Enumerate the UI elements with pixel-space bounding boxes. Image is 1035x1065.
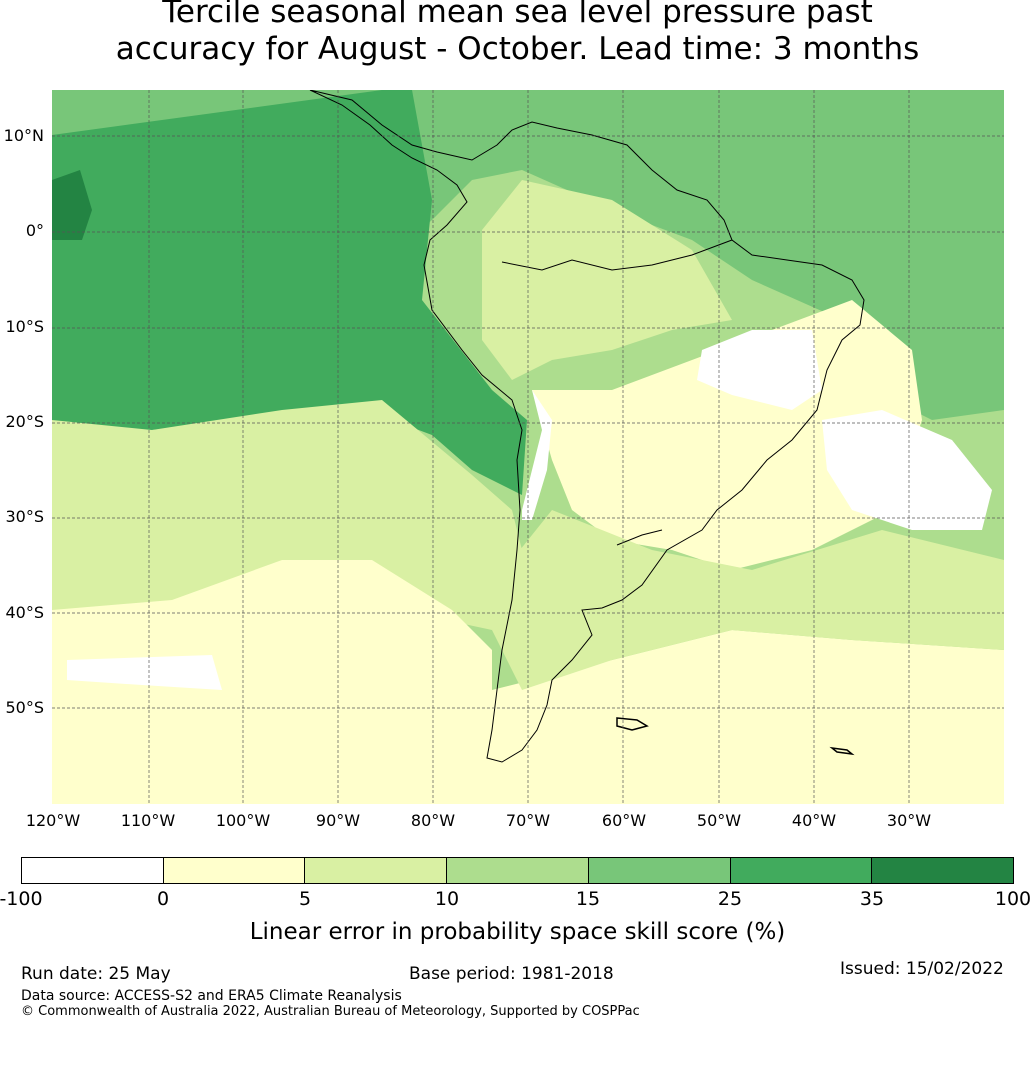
lon-label-80w: 80°W (410, 811, 456, 830)
data-source: Data source: ACCESS-S2 and ERA5 Climate … (21, 988, 402, 1004)
region-0-5-brazil (532, 300, 922, 570)
colorbar-tick-100: 100 (994, 888, 1032, 910)
copyright: © Commonwealth of Australia 2022, Austra… (21, 1004, 640, 1019)
region-5-10-amazon (482, 180, 732, 380)
colorbar (21, 857, 1014, 884)
lon-label-40w: 40°W (791, 811, 837, 830)
lon-label-60w: 60°W (601, 811, 647, 830)
issued-date: Issued: 15/02/2022 (840, 959, 1004, 979)
colorbar-tick-10: 10 (434, 888, 460, 910)
title-line-1: Tercile seasonal mean sea level pressure… (162, 0, 873, 30)
base-period: Base period: 1981-2018 (409, 964, 614, 984)
colorbar-segment-35-100 (872, 858, 1014, 883)
colorbar-segment-0-5 (163, 858, 306, 883)
graticule (52, 90, 1004, 804)
region-5-10-south-pacific (52, 400, 522, 630)
colorbar-tick-neg100: -100 (0, 888, 43, 910)
region-negative-brazil (697, 330, 822, 410)
colorbar-tick-0: 0 (156, 888, 170, 910)
lon-label-100w: 100°W (215, 811, 271, 830)
run-date: Run date: 25 May (21, 964, 171, 984)
coastline (309, 90, 865, 763)
lat-label-50s: 50°S (5, 698, 44, 717)
lon-label-50w: 50°W (696, 811, 742, 830)
map-title: Tercile seasonal mean sea level pressure… (0, 0, 1035, 68)
region-negative-atlantic (822, 410, 992, 530)
region-35-100-patch (52, 170, 92, 240)
lat-label-10s: 10°S (5, 317, 44, 336)
region-25-35-pacific (52, 90, 527, 495)
colorbar-tick-35: 35 (859, 888, 885, 910)
colorbar-segment-neg100-0 (22, 858, 164, 883)
lat-label-30s: 30°S (5, 507, 44, 526)
lon-label-90w: 90°W (315, 811, 361, 830)
map-canvas (52, 90, 1004, 804)
colorbar-tick-15: 15 (575, 888, 601, 910)
region-0-5-south-pacific (52, 560, 492, 804)
south-georgia (829, 746, 855, 756)
region-0-5-south-atlantic (492, 630, 1004, 804)
colorbar-segment-5-10 (305, 858, 448, 883)
title-line-2: accuracy for August - October. Lead time… (115, 31, 920, 67)
lat-label-10n: 10°N (3, 126, 44, 145)
lon-label-30w: 30°W (886, 811, 932, 830)
lat-label-40s: 40°S (5, 603, 44, 622)
amazon-river (501, 239, 733, 271)
colorbar-label: Linear error in probability space skill … (249, 919, 786, 945)
lon-label-110w: 110°W (120, 811, 176, 830)
colorbar-tick-5: 5 (298, 888, 312, 910)
lat-label-0: 0° (25, 221, 44, 240)
lon-label-70w: 70°W (505, 811, 551, 830)
colorbar-segment-10-15 (447, 858, 589, 883)
colorbar-tick-25: 25 (717, 888, 743, 910)
colorbar-segment-15-25 (588, 858, 731, 883)
region-negative-andes (522, 390, 552, 520)
lon-label-120w: 120°W (25, 811, 81, 830)
lat-label-20s: 20°S (5, 412, 44, 431)
skill-score-map (52, 90, 1004, 804)
colorbar-segment-25-35 (730, 858, 873, 883)
region-5-10-southern-cone (492, 510, 1004, 690)
region-negative-pacific (67, 655, 222, 690)
falkland-islands (616, 717, 649, 731)
rio-de-la-plata (616, 529, 663, 546)
